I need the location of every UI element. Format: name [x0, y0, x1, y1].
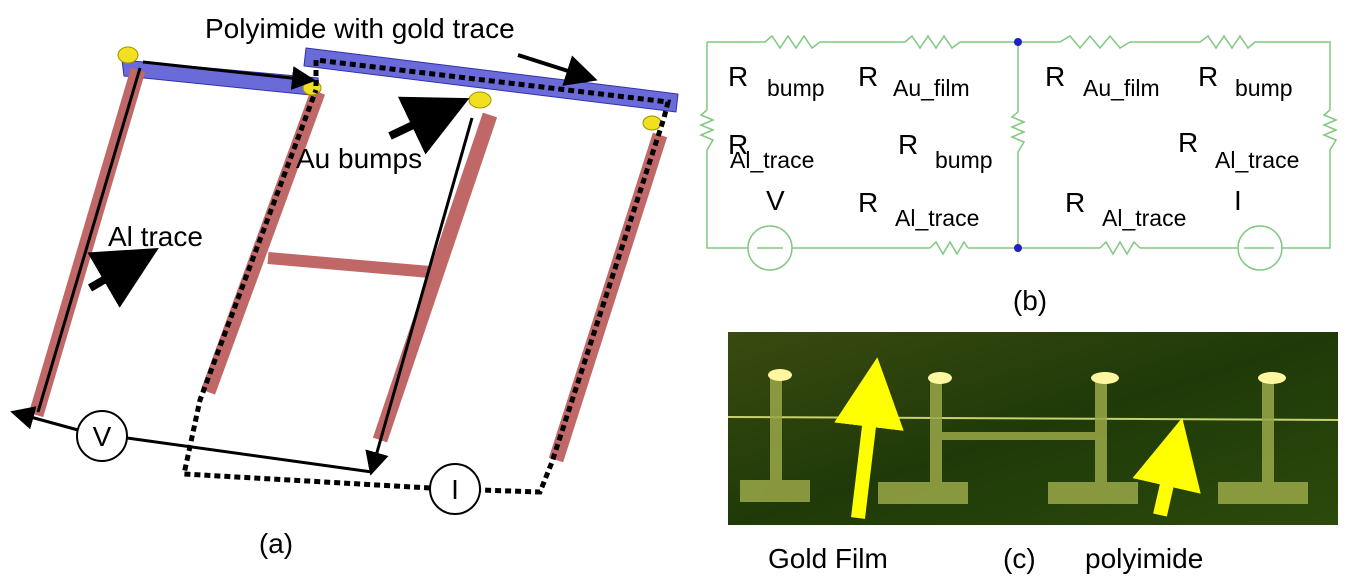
caption: (c): [1003, 543, 1036, 574]
annotation: Al trace: [108, 221, 203, 252]
caption: (a): [259, 528, 293, 559]
annotation: Gold Film: [768, 543, 888, 574]
resistor-subscript: Au_film: [893, 75, 970, 101]
resistor-subscript: Al_trace: [1102, 205, 1186, 231]
resistor-subscript: bump: [1235, 75, 1293, 101]
resistor-symbol: R: [858, 187, 878, 218]
resistor-symbol: R: [858, 61, 878, 92]
resistor-symbol: R: [1198, 61, 1218, 92]
panel-c: Gold Film (c) polyimide: [728, 332, 1338, 574]
annotation: Polyimide with gold trace: [205, 13, 515, 44]
caption: (b): [1013, 285, 1047, 316]
resistor-symbol: R: [728, 61, 748, 92]
source-label: V: [766, 185, 785, 216]
node: [1014, 38, 1022, 46]
annotation: polyimide: [1085, 543, 1203, 574]
resistor-symbol: R: [898, 129, 918, 160]
resistor-symbol: R: [1065, 187, 1085, 218]
pointer-arrow: [518, 55, 590, 78]
panel-a: V I Polyimide with gold trace Au bumps A…: [16, 13, 678, 559]
figure: V I Polyimide with gold trace Au bumps A…: [0, 0, 1347, 583]
resistor-subscript: Au_film: [1083, 75, 1160, 101]
resistor-subscript: Al_trace: [1215, 147, 1299, 173]
node: [1014, 244, 1022, 252]
resistor-symbol: R: [1045, 61, 1065, 92]
resistor-symbol: R: [1178, 127, 1198, 158]
meter-label: I: [451, 474, 459, 505]
annotation: Au bumps: [296, 143, 422, 174]
resistor-subscript: bump: [767, 75, 825, 101]
resistor-subscript: Al_trace: [895, 205, 979, 231]
resistor-subscript: bump: [935, 147, 993, 173]
resistor-subscript: Al_trace: [730, 147, 814, 173]
meter-label: V: [93, 421, 112, 452]
source-label: I: [1234, 185, 1242, 216]
